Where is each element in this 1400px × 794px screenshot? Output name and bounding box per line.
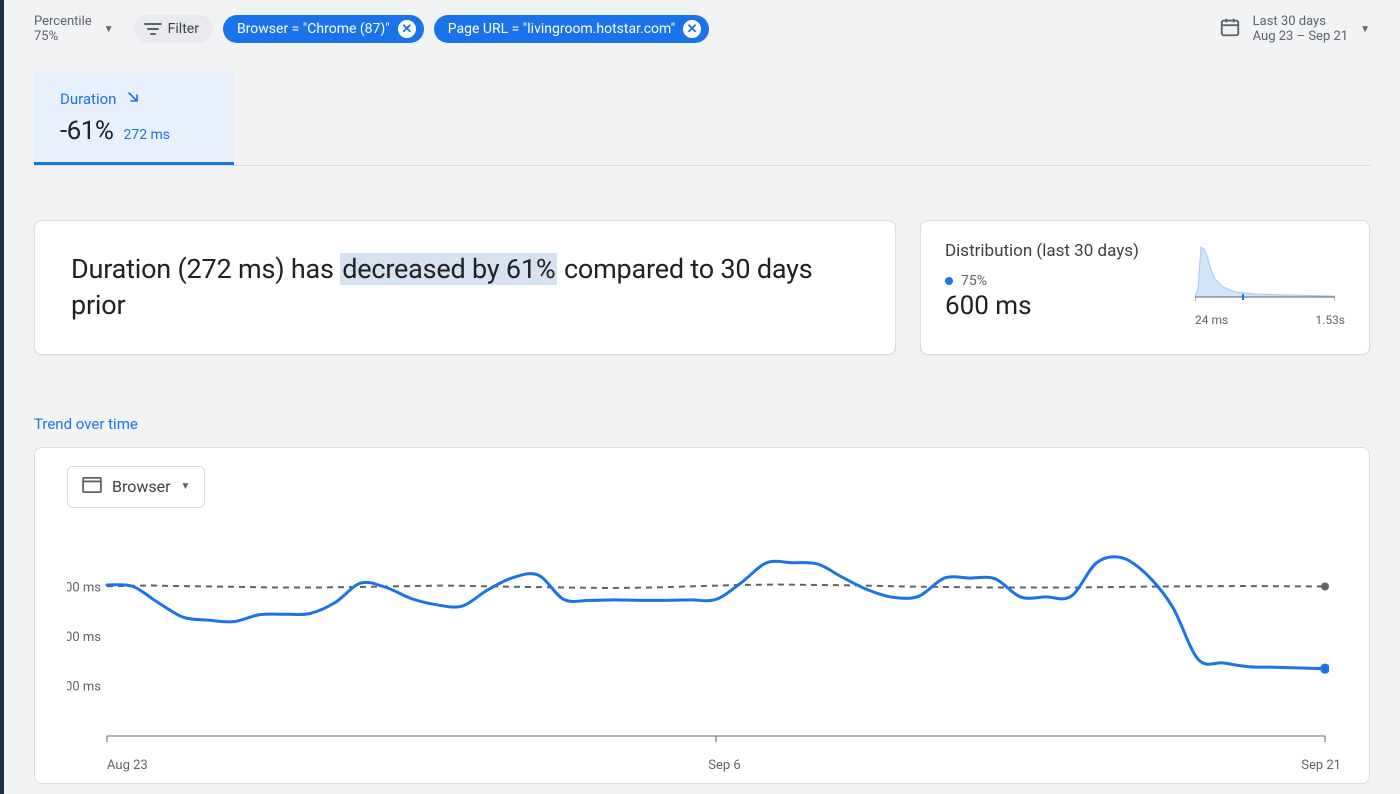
- filter-chip-page-url[interactable]: Page URL = "livingroom.hotstar.com" ✕: [434, 15, 709, 43]
- percentile-label: Percentile: [34, 14, 92, 29]
- percentile-value: 75%: [34, 29, 92, 44]
- x-axis-label: Sep 6: [708, 758, 740, 773]
- svg-text:600 ms: 600 ms: [67, 580, 101, 595]
- svg-text:200 ms: 200 ms: [67, 679, 101, 694]
- distribution-sparkline: 24 ms 1.53s: [1195, 241, 1345, 334]
- chip-text: Page URL = "livingroom.hotstar.com": [448, 21, 675, 37]
- summary-highlight: decreased by 61%: [340, 253, 557, 285]
- metric-tab-duration[interactable]: Duration -61% 272 ms: [34, 72, 234, 165]
- x-axis-label: Sep 21: [1301, 758, 1341, 773]
- svg-text:400 ms: 400 ms: [67, 630, 101, 645]
- trend-down-icon: [126, 90, 140, 108]
- filter-chip-browser[interactable]: Browser = "Chrome (87)" ✕: [223, 15, 424, 43]
- date-range-label: Last 30 days: [1253, 14, 1348, 29]
- summary-card: Duration (272 ms) has decreased by 61% c…: [34, 220, 896, 355]
- close-icon[interactable]: ✕: [683, 20, 701, 38]
- metric-name: Duration: [60, 90, 116, 108]
- dist-axis-min: 24 ms: [1195, 313, 1228, 327]
- chip-text: Browser = "Chrome (87)": [237, 21, 390, 37]
- filter-label: Filter: [168, 21, 199, 37]
- filter-bar: Percentile 75% ▼ Filter Browser = "Chrom…: [4, 0, 1400, 58]
- metric-value: 272 ms: [123, 127, 170, 143]
- chevron-down-icon: ▼: [181, 481, 191, 492]
- calendar-icon: [1219, 16, 1241, 42]
- close-icon[interactable]: ✕: [398, 20, 416, 38]
- browser-icon: [82, 477, 102, 497]
- summary-text: Duration (272 ms) has decreased by 61% c…: [71, 251, 859, 324]
- distribution-value: 600 ms: [945, 291, 1175, 321]
- distribution-title: Distribution (last 30 days): [945, 241, 1175, 261]
- chevron-down-icon: ▼: [104, 24, 114, 35]
- chevron-down-icon: ▼: [1360, 24, 1370, 35]
- percentile-dropdown[interactable]: Percentile 75% ▼: [34, 14, 114, 44]
- summary-prefix: Duration (272 ms) has: [71, 253, 340, 285]
- breakdown-dropdown[interactable]: Browser ▼: [67, 466, 205, 508]
- trend-chart: 600 ms 400 ms 200 ms: [67, 538, 1341, 752]
- filter-button[interactable]: Filter: [134, 15, 213, 43]
- trend-x-axis: Aug 23 Sep 6 Sep 21: [67, 752, 1341, 773]
- date-range-value: Aug 23 – Sep 21: [1253, 29, 1348, 44]
- dist-axis-max: 1.53s: [1315, 313, 1345, 327]
- date-range-picker[interactable]: Last 30 days Aug 23 – Sep 21 ▼: [1219, 14, 1370, 44]
- legend-dot-icon: [945, 277, 953, 285]
- breakdown-label: Browser: [112, 477, 171, 496]
- trend-card: Browser ▼ 600 ms 400 ms 200 ms Aug 23 Sep 6…: [34, 447, 1370, 784]
- filter-icon: [144, 22, 162, 36]
- x-axis-label: Aug 23: [107, 758, 148, 773]
- trend-section-label: Trend over time: [4, 355, 1400, 447]
- distribution-card: Distribution (last 30 days) 75% 600 ms 2…: [920, 220, 1370, 355]
- metric-delta: -61%: [60, 116, 113, 146]
- distribution-percentile: 75%: [961, 273, 987, 289]
